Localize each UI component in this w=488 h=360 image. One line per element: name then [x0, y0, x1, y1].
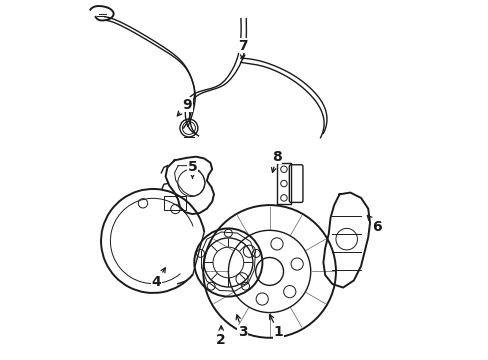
- Text: 2: 2: [216, 326, 225, 347]
- Text: 8: 8: [271, 150, 281, 172]
- Text: 6: 6: [366, 215, 381, 234]
- Text: 9: 9: [177, 98, 192, 116]
- Text: 3: 3: [236, 315, 247, 339]
- Text: 1: 1: [269, 315, 283, 339]
- Text: 7: 7: [237, 39, 247, 59]
- Circle shape: [180, 119, 198, 137]
- Text: 4: 4: [151, 268, 165, 289]
- Text: 5: 5: [187, 161, 197, 178]
